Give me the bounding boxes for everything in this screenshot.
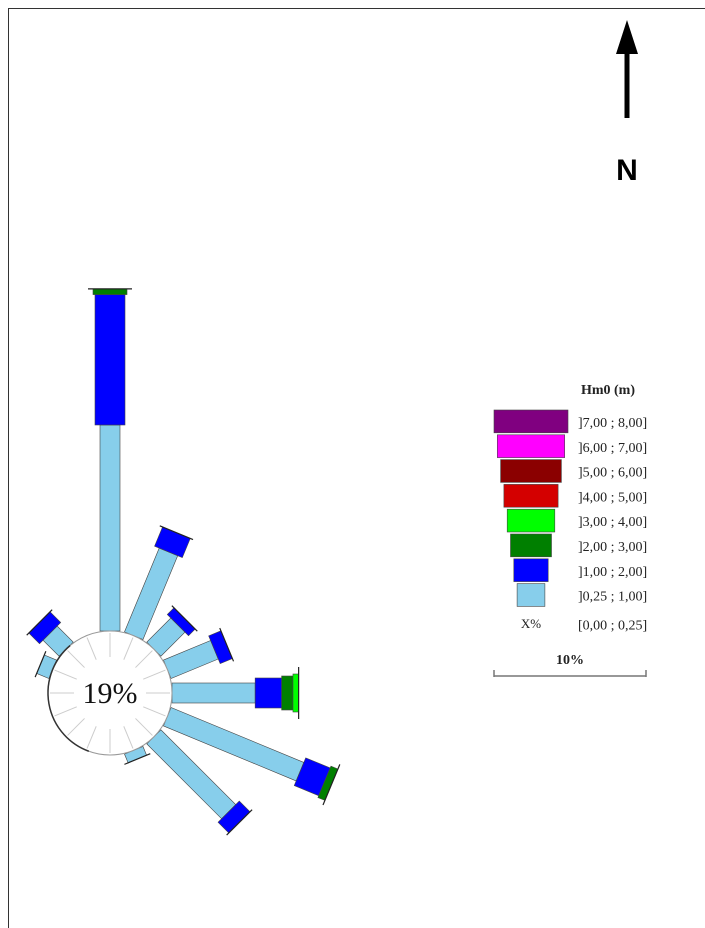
- petal-bin-2: [254, 677, 282, 709]
- legend: Hm0 (m) ]7,00 ; 8,00] ]6,00 ; 7,00] ]5,00 …: [493, 383, 647, 677]
- petal-end-cap: [124, 753, 151, 765]
- legend-label: ]6,00 ; 7,00]: [578, 441, 647, 456]
- legend-swatch: [493, 409, 569, 434]
- calm-tick: [143, 669, 166, 680]
- petal-bin-3: [281, 675, 294, 711]
- north-label: N: [616, 154, 638, 187]
- legend-swatch: [506, 508, 556, 533]
- chart-frame: [8, 8, 705, 928]
- petal-end-cap: [171, 605, 198, 632]
- calm-tick: [135, 718, 153, 736]
- calm-tick: [86, 726, 97, 749]
- petal-bin-1: [171, 682, 256, 704]
- calm-tick: [143, 706, 166, 717]
- scale-label: 10%: [556, 653, 584, 668]
- rose-petals: [26, 288, 341, 836]
- north-arrow: N: [616, 20, 638, 187]
- petal-0: [88, 288, 132, 632]
- scale-bar: [493, 670, 647, 677]
- petal-bin-3: [92, 288, 128, 295]
- petal-bin-1: [99, 424, 121, 632]
- legend-label: ]4,00 ; 5,00]: [578, 490, 647, 505]
- calm-tick: [123, 637, 134, 660]
- petal-22_5: [124, 525, 194, 640]
- legend-swatches: [493, 409, 569, 607]
- legend-swatch: [496, 434, 565, 458]
- petal-end-cap: [226, 809, 253, 836]
- calm-tick: [54, 706, 77, 717]
- north-arrow-head: [616, 20, 638, 54]
- legend-label: ]1,00 ; 2,00]: [578, 565, 647, 580]
- legend-labels: ]7,00 ; 8,00] ]6,00 ; 7,00] ]5,00 ; 6,00]]…: [578, 416, 647, 633]
- legend-swatch: [503, 484, 559, 508]
- legend-label: ]3,00 ; 4,00]: [578, 515, 647, 530]
- petal-112_5: [163, 707, 341, 806]
- calm-tick: [67, 650, 85, 668]
- petal-end-cap: [219, 627, 235, 662]
- legend-label: ]5,00 ; 6,00]: [578, 466, 647, 481]
- calm-tick: [67, 718, 85, 736]
- calm-arc: [47, 644, 90, 752]
- legend-label: ]7,00 ; 8,00]: [578, 416, 647, 431]
- calm-circle: [47, 630, 173, 756]
- legend-label: ]0,25 ; 1,00]: [578, 590, 647, 605]
- legend-swatch: [510, 533, 552, 558]
- petal-end-cap: [34, 651, 47, 678]
- petal-bin-4: [292, 673, 299, 713]
- petal-bin-1: [163, 640, 219, 679]
- calm-percent-label: 19%: [83, 677, 138, 710]
- calm-tick: [123, 726, 134, 749]
- legend-title: Hm0 (m): [581, 383, 635, 398]
- petal-end-cap: [322, 764, 341, 806]
- legend-swatch: [500, 459, 562, 483]
- petal-90: [171, 667, 300, 719]
- legend-label: [0,00 ; 0,25]: [578, 618, 647, 633]
- calm-tick: [54, 669, 77, 680]
- petal-bin-2: [94, 294, 126, 426]
- legend-label: ]2,00 ; 3,00]: [578, 540, 647, 555]
- petal-45: [146, 605, 198, 657]
- legend-calm-symbol: X%: [521, 616, 541, 631]
- legend-swatch: [516, 583, 546, 607]
- calm-tick: [86, 637, 97, 660]
- petal-end-cap: [26, 609, 53, 636]
- legend-swatch: [513, 558, 549, 582]
- calm-tick: [135, 650, 153, 668]
- petal-end-cap: [159, 525, 194, 541]
- petal-67_5: [163, 627, 235, 679]
